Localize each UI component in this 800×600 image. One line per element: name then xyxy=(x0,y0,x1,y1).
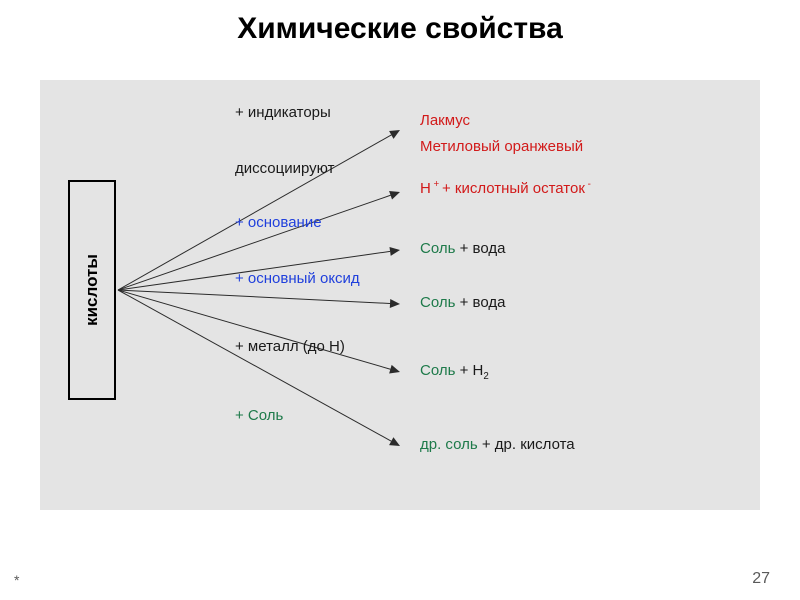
product-segment: + вода xyxy=(455,294,505,311)
product-segment: Лакмус xyxy=(420,112,470,129)
product-segment: + H xyxy=(455,362,483,379)
reagent-indicators: + индикаторы xyxy=(235,104,331,121)
product-base: Соль + вода xyxy=(420,240,505,257)
product-segment: H xyxy=(420,180,431,197)
product-segment: + вода xyxy=(455,240,505,257)
product-segment: + xyxy=(431,179,442,190)
product-indicators: Лакмус xyxy=(420,112,470,129)
arrow-head-basic-oxide xyxy=(390,299,400,308)
product-segment: Метиловый оранжевый xyxy=(420,138,583,155)
product-indicators-extra: Метиловый оранжевый xyxy=(420,138,583,155)
reagent-base: + основание xyxy=(235,214,322,231)
diagram-canvas: кислоты + индикаторыЛакмусМетиловый оран… xyxy=(40,80,760,510)
reagent-basic-oxide: + основный оксид xyxy=(235,270,360,287)
arrow-head-metal xyxy=(389,365,400,374)
product-basic-oxide: Соль + вода xyxy=(420,294,505,311)
reagent-salt: + Соль xyxy=(235,407,283,424)
arrows-svg xyxy=(40,80,760,510)
arrow-head-dissociate xyxy=(389,191,400,200)
reagent-dissociate: диссоциируют xyxy=(235,160,334,177)
product-segment: Соль xyxy=(420,240,455,257)
arrow-head-salt xyxy=(389,437,400,446)
product-salt: др. соль + др. кислота xyxy=(420,436,575,453)
page-number: 27 xyxy=(752,570,770,588)
arrow-head-indicators xyxy=(389,130,400,139)
arrow-line-indicators xyxy=(118,135,391,290)
product-segment: - xyxy=(585,179,591,190)
product-segment: Соль xyxy=(420,362,455,379)
reagent-metal: + металл (до Н) xyxy=(235,338,345,355)
product-metal: Соль + H2 xyxy=(420,362,489,379)
product-segment: 2 xyxy=(483,371,488,382)
slide-title: Химические свойства xyxy=(0,12,800,46)
product-segment: Соль xyxy=(420,294,455,311)
product-segment: + др. кислота xyxy=(478,436,575,453)
footer-star: * xyxy=(14,572,19,588)
product-dissociate: H + + кислотный остаток - xyxy=(420,180,591,197)
product-segment: др. соль xyxy=(420,436,478,453)
product-segment: + кислотный остаток xyxy=(442,180,585,197)
arrow-head-base xyxy=(389,247,400,256)
